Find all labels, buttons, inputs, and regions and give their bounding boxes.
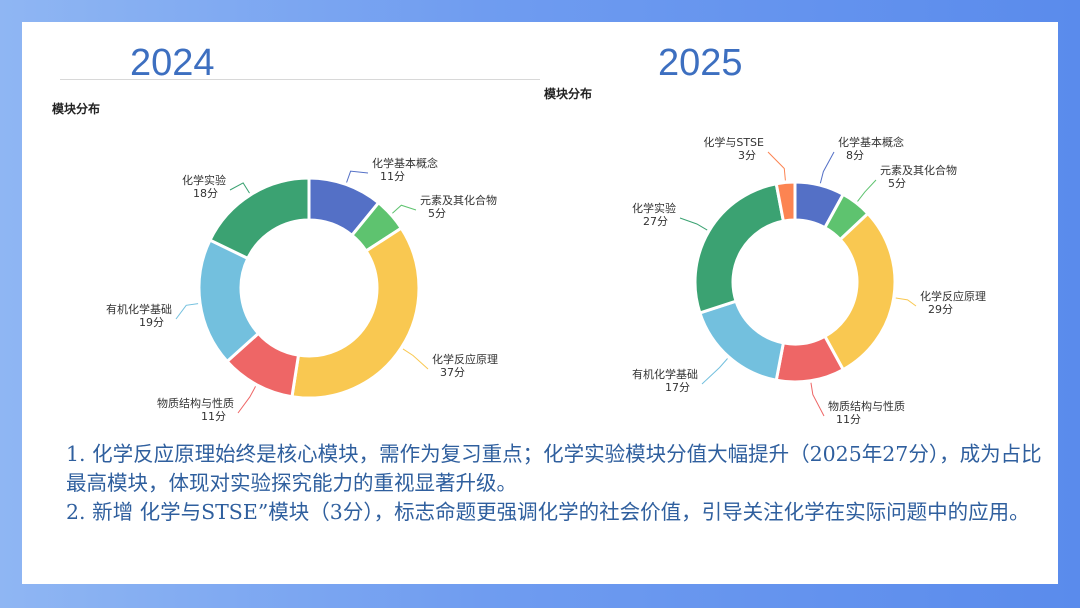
notes: 1. 化学反应原理始终是核心模块，需作为复习重点；化学实验模块分值大幅提升（20… — [66, 440, 1056, 527]
slice-category-label: 化学反应原理 — [432, 352, 498, 366]
slice-value-label: 8分 — [846, 149, 864, 162]
leader-line — [857, 179, 877, 202]
chart-title-2025: 模块分布 — [544, 87, 593, 101]
leader-line — [679, 217, 708, 231]
slice-category-label: 物质结构与性质 — [157, 396, 234, 410]
slide: 2024 2025 模块分布 模块分布 化学基本概念 11分 元素及其化合物 5分 化学… — [22, 22, 1058, 584]
slice-value-label: 19分 — [139, 316, 164, 329]
leader-line — [810, 382, 825, 417]
donut-slice — [822, 211, 897, 372]
slice-category-label: 物质结构与性质 — [828, 399, 905, 413]
leader-line — [819, 151, 835, 184]
slice-value-label: 11分 — [201, 410, 226, 423]
donut-slice — [774, 180, 797, 223]
donut-slice — [290, 226, 421, 400]
leader-line — [237, 386, 256, 414]
leader-line — [402, 348, 429, 370]
year-2024-heading: 2024 — [130, 42, 215, 84]
slice-category-label: 化学实验 — [182, 173, 226, 187]
leader-line — [346, 170, 369, 183]
chart-title-2024: 模块分布 — [52, 102, 101, 116]
leader-line — [392, 204, 417, 214]
leader-line — [229, 182, 250, 194]
slice-category-label: 化学反应原理 — [920, 289, 986, 303]
donut-slice — [693, 182, 786, 315]
slice-value-label: 3分 — [738, 149, 756, 162]
slice-category-label: 化学基本概念 — [372, 156, 438, 170]
slice-category-label: 化学与STSE — [703, 135, 764, 149]
slice-value-label: 37分 — [440, 366, 465, 379]
slice-value-label: 11分 — [836, 413, 861, 426]
slice-category-label: 元素及其化合物 — [420, 193, 497, 207]
slice-value-label: 18分 — [193, 187, 218, 200]
note-1: 1. 化学反应原理始终是核心模块，需作为复习重点；化学实验模块分值大幅提升（20… — [66, 442, 1042, 495]
divider — [60, 79, 540, 80]
slice-value-label: 5分 — [888, 177, 906, 190]
leader-line — [175, 303, 199, 320]
donut-slice — [207, 176, 311, 261]
slice-value-label: 17分 — [665, 381, 690, 394]
leader-line — [767, 151, 786, 181]
slice-value-label: 11分 — [380, 170, 405, 183]
leader-line — [895, 297, 917, 307]
year-2025-heading: 2025 — [658, 42, 743, 84]
slice-category-label: 化学实验 — [632, 201, 676, 215]
slice-category-label: 元素及其化合物 — [880, 163, 957, 177]
slice-value-label: 27分 — [643, 215, 668, 228]
slice-value-label: 29分 — [928, 303, 953, 316]
slice-category-label: 有机化学基础 — [632, 367, 698, 381]
note-2: 2. 新增 化学与STSE”模块（3分），标志命题更强调化学的社会价值，引导关注… — [66, 500, 1030, 524]
donut-slice — [698, 299, 786, 382]
leader-line — [701, 358, 728, 385]
slice-category-label: 有机化学基础 — [106, 302, 172, 316]
slice-value-label: 5分 — [428, 207, 446, 220]
donut-chart-2024: 化学基本概念11分元素及其化合物5分化学反应原理37分物质结构与性质11分有机化… — [106, 156, 498, 423]
slice-category-label: 化学基本概念 — [838, 135, 904, 149]
